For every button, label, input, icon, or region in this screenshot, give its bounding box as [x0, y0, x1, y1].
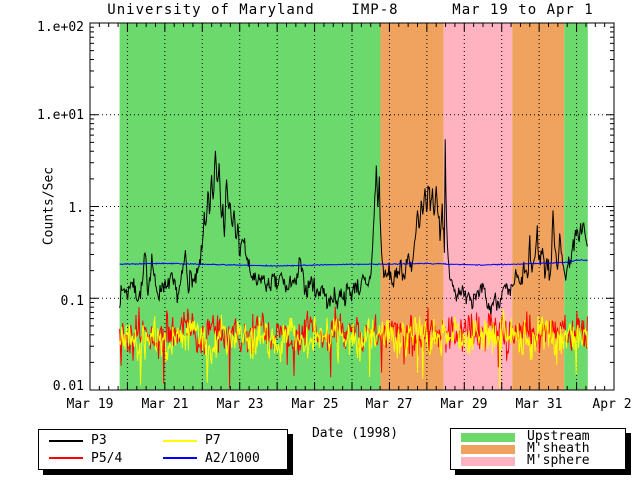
y-axis-title: Counts/Sec	[41, 166, 57, 246]
legend-label-a2: A2/1000	[205, 450, 260, 466]
legend-label-p54: P5/4	[91, 450, 123, 466]
legend-item-a2: A2/1000	[163, 451, 277, 466]
upstream-swatch	[461, 432, 515, 442]
x-tick-label-mar23: Mar 23	[216, 397, 264, 412]
y-tick-label-1e1: 1.e+01	[37, 108, 84, 123]
x-tick-label-mar21: Mar 21	[141, 397, 189, 412]
p54-line-swatch	[49, 457, 83, 460]
msphere-swatch	[461, 456, 515, 466]
legend-item-p54: P5/4	[49, 451, 163, 466]
legend-regions-box: Upstream M'sheath M'sphere	[450, 428, 626, 470]
p3-line-swatch	[49, 439, 83, 442]
y-tick-label-1e2: 1.e+02	[37, 20, 84, 35]
y-tick-label-1: 1.	[68, 201, 84, 216]
legend-label-msheath: M'sheath	[527, 441, 590, 456]
x-tick-label-mar31: Mar 31	[515, 397, 563, 412]
plot-title-daterange: Mar 19 to Apr 1	[452, 2, 594, 18]
plot-title-spacecraft: IMP-8	[351, 2, 399, 18]
x-tick-label-apr2: Apr 2	[592, 397, 632, 412]
p7-line-swatch	[163, 439, 197, 442]
x-tick-label-mar25: Mar 25	[291, 397, 339, 412]
legend-label-p7: P7	[205, 433, 221, 449]
x-tick-label-mar19: Mar 19	[66, 397, 114, 412]
legend-label-upstream: Upstream	[527, 429, 590, 444]
x-axis-title: Date (1998)	[311, 426, 399, 441]
legend-series-box: P3 P5/4 P7 A2/1000	[38, 429, 288, 470]
x-tick-label-mar29: Mar 29	[440, 397, 488, 412]
y-tick-label-0p01: 0.01	[52, 379, 84, 394]
plot-title-institution: University of Maryland	[107, 2, 315, 18]
legend-item-msphere: M'sphere	[461, 453, 615, 468]
msheath-swatch	[461, 444, 515, 454]
legend-item-msheath: M'sheath	[461, 441, 615, 456]
x-tick-label-mar27: Mar 27	[365, 397, 413, 412]
legend-label-msphere: M'sphere	[527, 453, 590, 468]
legend-item-p7: P7	[163, 433, 277, 448]
legend-item-upstream: Upstream	[461, 429, 615, 444]
y-tick-label-0p1: 0.1	[60, 294, 84, 309]
legend-label-p3: P3	[91, 433, 107, 449]
a2-line-swatch	[163, 457, 197, 460]
legend-item-p3: P3	[49, 433, 163, 448]
